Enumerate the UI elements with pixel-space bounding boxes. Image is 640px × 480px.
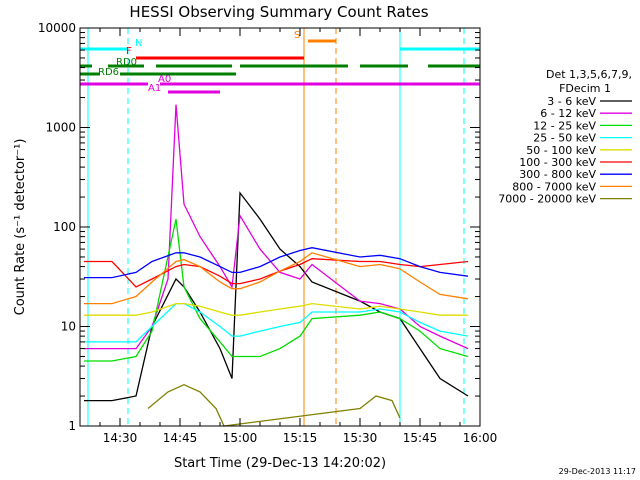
flag-label: N bbox=[135, 38, 142, 49]
series-line bbox=[84, 104, 469, 350]
flag-label: RD6 bbox=[98, 67, 119, 78]
x-axis-label: Start Time (29-Dec-13 14:20:02) bbox=[174, 456, 386, 471]
x-tick-label: 14:45 bbox=[163, 431, 198, 445]
legend-entry-label: 50 - 100 keV bbox=[526, 144, 596, 157]
y-axis: 1 10 100 1000 10000 bbox=[38, 21, 480, 433]
series-line bbox=[84, 252, 469, 305]
series-line bbox=[84, 258, 469, 288]
chart-title: HESSI Observing Summary Count Rates bbox=[129, 3, 428, 21]
flag-label: A1 bbox=[148, 83, 161, 94]
flag-label: F bbox=[126, 46, 132, 57]
x-tick-label: 14:30 bbox=[103, 431, 138, 445]
x-tick-label: 15:00 bbox=[223, 431, 258, 445]
series-line bbox=[84, 302, 469, 343]
timestamp: 29-Dec-2013 11:17 bbox=[559, 467, 636, 476]
vertical-marker-lines bbox=[87, 28, 465, 426]
y-tick-label: 1 bbox=[68, 419, 76, 433]
series-line bbox=[84, 302, 468, 316]
legend-entry-label: 3 - 6 keV bbox=[547, 95, 596, 108]
y-tick-label: 1000 bbox=[45, 121, 76, 135]
series-line bbox=[84, 191, 469, 402]
series-lines bbox=[84, 104, 469, 427]
legend-header-line-1: Det 1,3,5,6,7,9, bbox=[546, 68, 632, 81]
y-tick-label: 10 bbox=[61, 320, 76, 334]
series-line bbox=[84, 218, 469, 362]
x-axis: 14:30 14:45 15:00 15:15 15:30 15:45 16:00 bbox=[79, 28, 498, 445]
series-line bbox=[84, 247, 469, 279]
x-tick-label: 15:30 bbox=[343, 431, 378, 445]
legend-entry-label: 25 - 50 keV bbox=[533, 132, 596, 145]
plot-frame bbox=[79, 27, 481, 427]
y-axis-label: Count Rate (s⁻¹ detector⁻¹) bbox=[13, 139, 28, 316]
legend-entry-label: 6 - 12 keV bbox=[540, 107, 596, 120]
flag-label: S bbox=[294, 30, 300, 41]
legend-header-line-2: FDecim 1 bbox=[559, 82, 611, 95]
flag-label: RD0 bbox=[116, 57, 137, 68]
legend-entry-label: 300 - 800 keV bbox=[519, 168, 596, 181]
y-tick-label: 10000 bbox=[38, 21, 76, 35]
x-tick-label: 15:15 bbox=[283, 431, 318, 445]
x-tick-label: 16:00 bbox=[463, 431, 498, 445]
x-tick-label: 15:45 bbox=[403, 431, 438, 445]
legend-entry-label: 800 - 7000 keV bbox=[512, 180, 596, 193]
legend-entry-label: 100 - 300 keV bbox=[519, 156, 596, 169]
series-line bbox=[147, 383, 401, 427]
y-tick-label: 100 bbox=[53, 220, 76, 234]
flag-label: A0 bbox=[158, 74, 171, 85]
legend-entry-label: 12 - 25 keV bbox=[533, 119, 596, 132]
legend-entry-label: 7000 - 20000 keV bbox=[498, 193, 596, 206]
